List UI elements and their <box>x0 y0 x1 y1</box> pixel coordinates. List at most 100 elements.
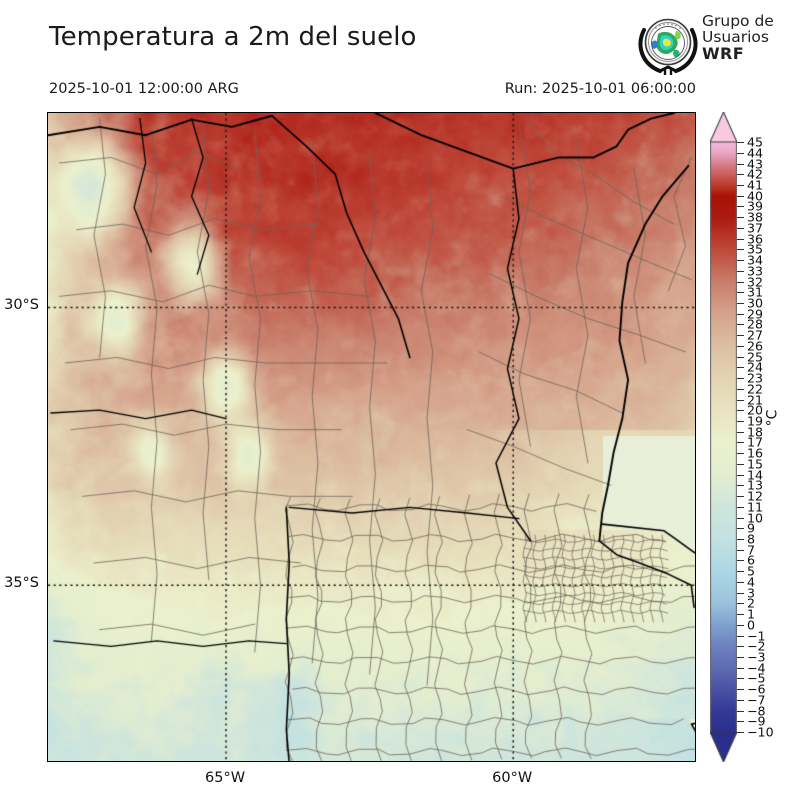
colorbar-tick-label: 23 <box>747 370 764 386</box>
colorbar-tick-label: 26 <box>747 338 764 354</box>
logo-line-2: Usuarios <box>702 27 769 46</box>
colorbar-tick <box>737 581 744 583</box>
colorbar-tick-label: −6 <box>747 681 766 697</box>
colorbar-tick-label: 31 <box>747 284 764 300</box>
colorbar-tick <box>737 646 744 648</box>
colorbar-tick-label: 41 <box>747 177 764 193</box>
colorbar-tick-label: 27 <box>747 327 764 343</box>
colorbar-tick-label: 6 <box>747 552 756 568</box>
colorbar-tick <box>737 335 744 337</box>
colorbar-tick-label: 45 <box>747 134 764 150</box>
colorbar-tick <box>737 549 744 551</box>
colorbar-tick <box>737 206 744 208</box>
colorbar-tick <box>737 345 744 347</box>
colorbar-tick <box>737 496 744 497</box>
colorbar-tick-label: 18 <box>747 424 764 440</box>
x-axis-tick-label: 65°W <box>205 770 246 786</box>
colorbar-tick-label: −3 <box>747 649 766 665</box>
colorbar-tick-label: 19 <box>747 413 764 429</box>
colorbar-tick <box>737 302 744 304</box>
colorbar-tick-label: 20 <box>747 402 764 418</box>
colorbar-tick-label: 34 <box>747 252 764 268</box>
colorbar-tick <box>737 710 744 712</box>
colorbar-tick <box>737 217 744 219</box>
colorbar-tick <box>737 142 744 143</box>
colorbar-tick-label: 39 <box>747 198 764 214</box>
colorbar-tick <box>737 614 744 615</box>
x-axis-tick-label: 60°W <box>492 770 533 786</box>
organization-logo: Grupo de Usuarios WRF <box>634 12 800 78</box>
logo-line-1: Grupo de <box>702 12 774 30</box>
colorbar-tick <box>737 324 744 326</box>
colorbar-tick <box>737 313 744 315</box>
colorbar-tick <box>737 624 744 626</box>
colorbar-tick-label: 36 <box>747 231 764 246</box>
logo-text: Grupo de Usuarios WRF <box>702 12 800 62</box>
colorbar-tick <box>737 560 744 562</box>
colorbar-tick <box>737 603 744 605</box>
colorbar-tick <box>737 517 744 519</box>
colorbar-tick-label: 44 <box>747 145 764 161</box>
colorbar-tick <box>737 678 744 680</box>
colorbar-tick <box>737 592 744 594</box>
colorbar-unit-label: °C <box>764 409 781 427</box>
colorbar-tick <box>737 635 744 637</box>
colorbar-tick-label: 43 <box>747 156 764 171</box>
colorbar-tick-label: 22 <box>747 381 764 397</box>
colorbar-tick <box>737 249 744 251</box>
colorbar-tick-label: −8 <box>747 703 766 718</box>
colorbar-tick <box>737 463 744 465</box>
colorbar-tick <box>737 163 744 165</box>
colorbar-tick-label: −2 <box>747 638 766 654</box>
colorbar-gradient <box>710 112 737 762</box>
y-axis-tick-label: 30°S <box>4 297 39 314</box>
colorbar-tick-label: 13 <box>747 477 764 493</box>
colorbar-tick <box>737 238 744 240</box>
colorbar-tick-label: 5 <box>747 563 756 579</box>
colorbar-tick <box>737 184 744 186</box>
colorbar-tick <box>737 689 744 691</box>
temperature-colorbar[interactable] <box>710 112 737 762</box>
colorbar-tick <box>737 399 744 401</box>
colorbar-tick-label: 3 <box>747 585 756 600</box>
colorbar-tick <box>737 474 744 476</box>
colorbar-tick-label: 38 <box>747 209 764 225</box>
colorbar-tick-label: 15 <box>747 456 764 472</box>
temperature-map[interactable] <box>47 112 696 762</box>
colorbar-tick <box>737 270 744 272</box>
colorbar-tick <box>737 528 744 530</box>
colorbar-tick-label: 24 <box>747 359 764 375</box>
colorbar-tick <box>737 420 744 422</box>
colorbar-tick-label: 4 <box>747 574 756 590</box>
colorbar-tick-label: 10 <box>747 510 764 525</box>
colorbar-tick-label: 1 <box>747 606 756 622</box>
colorbar-tick-label: 12 <box>747 488 764 504</box>
colorbar-tick <box>737 388 744 390</box>
colorbar-tick <box>737 174 744 176</box>
colorbar-tick-label: 30 <box>747 295 764 311</box>
colorbar-tick <box>737 667 744 669</box>
colorbar-tick <box>737 656 744 658</box>
colorbar-tick <box>737 538 744 540</box>
colorbar-tick <box>737 732 744 733</box>
colorbar-tick <box>737 378 744 379</box>
colorbar-tick <box>737 152 744 154</box>
valid-time-label: 2025-10-01 12:00:00 ARG <box>49 81 239 97</box>
colorbar-tick <box>737 410 744 412</box>
wrf-globe-seal-icon <box>634 12 704 76</box>
colorbar-tick-label: 8 <box>747 531 756 547</box>
colorbar-tick-label: −4 <box>747 660 766 676</box>
colorbar-tick-label: 33 <box>747 263 764 279</box>
colorbar-tick-label: 14 <box>747 467 764 482</box>
colorbar-tick <box>737 485 744 487</box>
colorbar-tick-label: −9 <box>747 713 766 729</box>
colorbar-tick-label: 16 <box>747 445 764 461</box>
model-run-label: Run: 2025-10-01 06:00:00 <box>504 81 696 97</box>
colorbar-tick <box>737 367 744 369</box>
colorbar-tick-label: 21 <box>747 392 764 407</box>
colorbar-tick-label: −5 <box>747 670 766 686</box>
colorbar-tick <box>737 571 744 573</box>
colorbar-tick-label: 11 <box>747 499 764 515</box>
colorbar-tick-label: 40 <box>747 188 764 204</box>
